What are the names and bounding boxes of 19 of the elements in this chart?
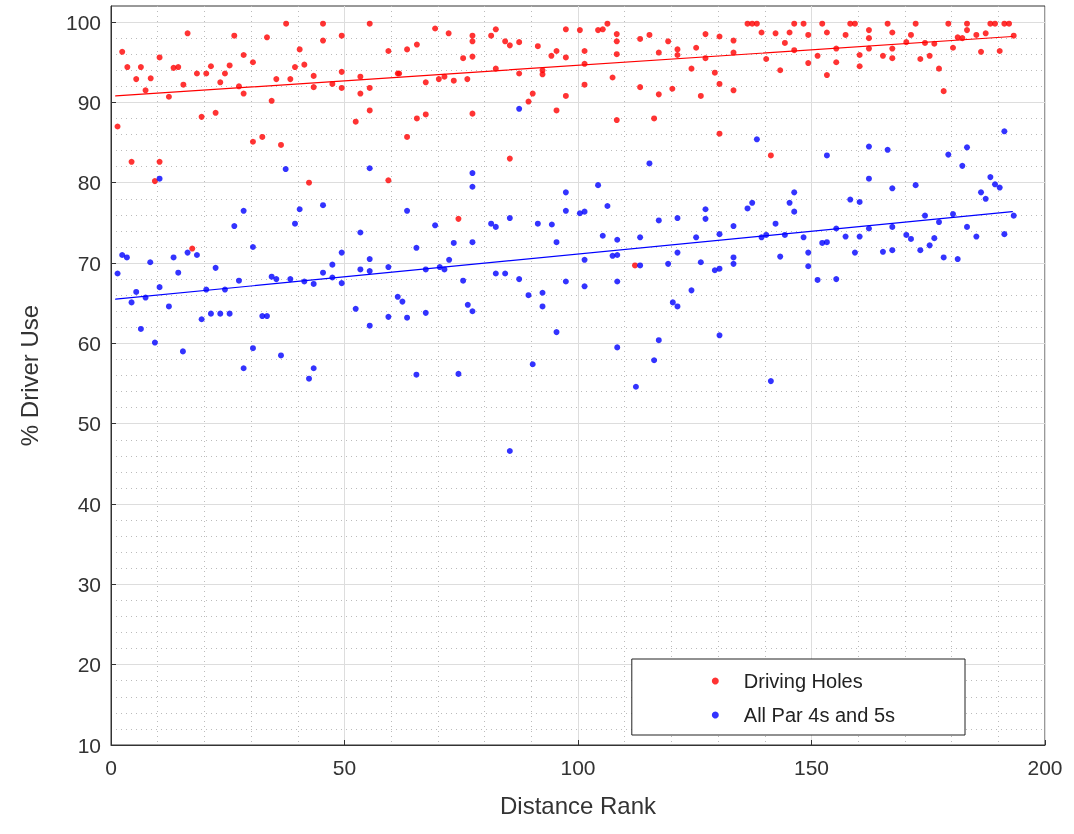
x-tick-label: 100 <box>560 756 596 779</box>
legend-label: All Par 4s and 5s <box>743 704 896 726</box>
y-axis-title: % Driver Use <box>15 304 43 447</box>
y-tick-label: 10 <box>77 733 101 757</box>
x-tick-label: 50 <box>332 756 357 779</box>
y-tick-label: 100 <box>65 10 101 34</box>
y-tick-label: 60 <box>77 331 101 355</box>
y-tick-label: 90 <box>77 90 101 114</box>
y-tick-label: 80 <box>77 171 101 195</box>
x-axis-title: Distance Rank <box>499 791 658 819</box>
x-tick-label: 0 <box>105 756 117 779</box>
y-tick-label: 20 <box>77 653 101 677</box>
x-tick-label: 200 <box>1027 756 1063 779</box>
y-tick-label: 50 <box>77 412 101 436</box>
y-tick-label: 40 <box>77 492 101 516</box>
y-tick-label: 70 <box>77 251 101 275</box>
x-tick-label: 150 <box>793 756 830 779</box>
legend-label: Driving Holes <box>743 670 863 692</box>
y-tick-label: 30 <box>77 572 101 596</box>
